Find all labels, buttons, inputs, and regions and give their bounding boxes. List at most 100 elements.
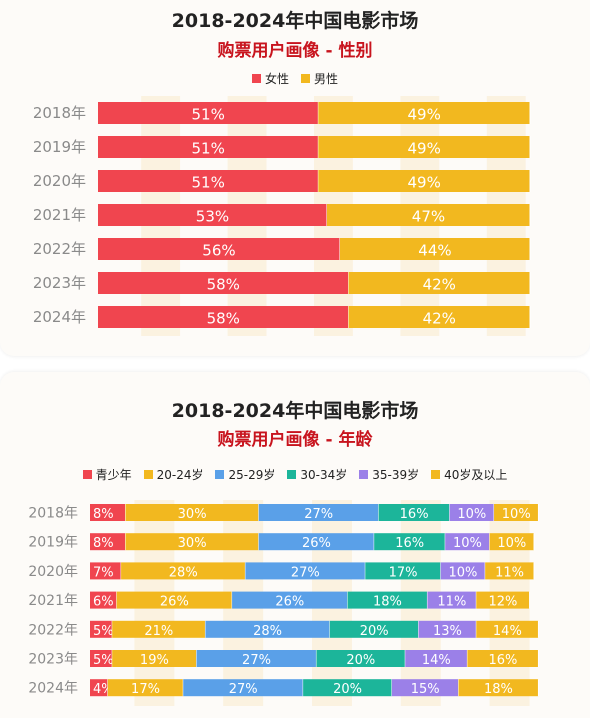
data-label: 19% bbox=[140, 653, 169, 668]
bar-segment bbox=[90, 650, 113, 667]
legend-label: 青少年 bbox=[95, 468, 132, 482]
legend-swatch bbox=[301, 74, 310, 83]
category-tick-label: 2020年 bbox=[28, 564, 78, 580]
legend-item: 20-24岁 bbox=[143, 466, 204, 483]
legend-label: 25-29岁 bbox=[228, 468, 276, 482]
bar-segment bbox=[467, 650, 539, 667]
data-label: 18% bbox=[484, 682, 513, 697]
category-tick-label: 2024年 bbox=[28, 681, 78, 697]
category-tick-label: 2020年 bbox=[33, 172, 86, 190]
bar-segment bbox=[418, 620, 477, 638]
legend-swatch bbox=[82, 470, 92, 479]
data-label: 8% bbox=[93, 507, 114, 522]
bar-segment bbox=[90, 591, 117, 609]
data-label: 10% bbox=[453, 536, 482, 551]
data-label: 42% bbox=[423, 276, 456, 294]
bar-segment bbox=[90, 562, 122, 580]
data-label: 26% bbox=[275, 595, 304, 610]
category-tick-label: 2018年 bbox=[28, 506, 78, 522]
legend-swatch bbox=[251, 74, 261, 83]
data-label: 10% bbox=[502, 507, 531, 522]
data-label: 56% bbox=[202, 242, 235, 260]
bar-segment bbox=[440, 562, 486, 580]
bar-segment bbox=[318, 136, 530, 158]
chart-subtitle: 购票用户画像 - 性别 bbox=[217, 41, 373, 61]
data-label: 6% bbox=[93, 595, 114, 610]
data-label: 12% bbox=[488, 595, 517, 610]
bar-segment bbox=[348, 306, 530, 328]
data-label: 11% bbox=[495, 565, 524, 580]
bar-segment bbox=[98, 204, 327, 226]
legend-item: 30-34岁 bbox=[287, 466, 347, 483]
data-label: 30% bbox=[178, 536, 207, 551]
data-label: 27% bbox=[229, 682, 258, 697]
category-tick-label: 2022年 bbox=[33, 240, 86, 258]
bar-segment bbox=[303, 679, 392, 697]
bar-segment bbox=[489, 533, 534, 551]
bar-segment bbox=[318, 102, 530, 124]
bar-segment bbox=[318, 170, 530, 192]
bar-segment bbox=[458, 679, 539, 697]
bar-segment bbox=[98, 102, 319, 124]
bar-segment bbox=[98, 238, 340, 260]
legend-item: 40岁及以上 bbox=[431, 466, 507, 483]
bar-segment bbox=[378, 504, 450, 521]
data-label: 26% bbox=[160, 595, 189, 610]
data-label: 51% bbox=[191, 174, 224, 192]
legend-swatch bbox=[143, 470, 153, 479]
data-label: 47% bbox=[412, 208, 445, 226]
data-label: 21% bbox=[144, 624, 173, 639]
bar-segment bbox=[98, 170, 319, 192]
bar-segment bbox=[125, 533, 259, 551]
bar-segment bbox=[196, 650, 317, 667]
bar-segment bbox=[494, 504, 539, 521]
data-label: 51% bbox=[191, 140, 224, 158]
chart-legend: 青少年 20-24岁 25-29岁 30-34岁 35-39岁 40岁及以上 bbox=[0, 466, 590, 483]
bar-segment bbox=[245, 562, 366, 580]
category-tick-label: 2024年 bbox=[33, 308, 86, 326]
data-label: 18% bbox=[373, 595, 402, 610]
data-label: 20% bbox=[360, 624, 389, 639]
bar-segment bbox=[90, 533, 126, 551]
data-label: 17% bbox=[389, 565, 418, 580]
category-tick-label: 2023年 bbox=[33, 274, 86, 292]
legend-swatch bbox=[431, 470, 441, 479]
data-label: 16% bbox=[400, 507, 429, 522]
bar-segment bbox=[205, 620, 330, 638]
legend-item: 男性 bbox=[301, 70, 338, 87]
data-label: 10% bbox=[449, 565, 478, 580]
data-label: 53% bbox=[196, 208, 229, 226]
bar-segment bbox=[183, 679, 304, 697]
data-label: 28% bbox=[253, 624, 282, 639]
data-label: 27% bbox=[304, 507, 333, 522]
bar-segment bbox=[98, 272, 349, 294]
bar-segment bbox=[316, 650, 406, 667]
data-label: 27% bbox=[242, 653, 271, 668]
data-label: 58% bbox=[207, 310, 240, 328]
bar-segment bbox=[121, 562, 246, 580]
data-label: 28% bbox=[169, 565, 198, 580]
category-tick-label: 2018年 bbox=[33, 104, 86, 122]
bar-segment bbox=[365, 562, 441, 580]
legend-label: 30-34岁 bbox=[300, 468, 348, 482]
bar-segment bbox=[485, 562, 534, 580]
data-label: 11% bbox=[437, 595, 466, 610]
legend-label: 20-24岁 bbox=[156, 468, 204, 482]
bar-segment bbox=[329, 620, 419, 638]
category-tick-label: 2021年 bbox=[28, 593, 78, 609]
bar-segment bbox=[90, 504, 126, 521]
bar-segment bbox=[107, 679, 184, 697]
bar-segment bbox=[348, 272, 530, 294]
bar-segment bbox=[112, 620, 206, 638]
legend-label: 男性 bbox=[314, 72, 339, 86]
chart-title: 2018-2024年中国电影市场 bbox=[171, 10, 419, 32]
data-label: 14% bbox=[422, 653, 451, 668]
data-label: 10% bbox=[457, 507, 486, 522]
data-label: 7% bbox=[93, 565, 114, 580]
data-label: 17% bbox=[131, 682, 160, 697]
bar-segment bbox=[445, 533, 490, 551]
legend-label: 40岁及以上 bbox=[444, 468, 508, 482]
bar-segment bbox=[476, 591, 530, 609]
bar-segment bbox=[339, 238, 530, 260]
data-label: 58% bbox=[207, 276, 240, 294]
